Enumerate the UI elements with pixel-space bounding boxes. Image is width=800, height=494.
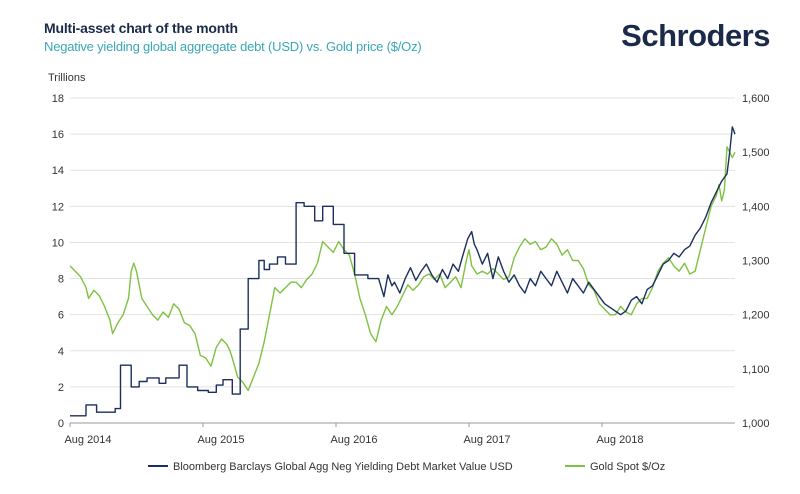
y-left-tick-label: 8 [58,274,64,286]
y-right-tick-label: 1,400 [742,201,770,213]
y-left-tick-label: 12 [52,201,64,213]
x-tick-label: Aug 2018 [596,434,643,446]
x-tick-label: Aug 2016 [330,434,377,446]
y-right-tick-label: 1,100 [742,364,770,376]
y-right-tick-label: 1,000 [742,418,770,430]
x-tick-label: Aug 2017 [463,434,510,446]
y-left-tick-label: 18 [52,93,64,105]
y-left-tick-label: 6 [58,310,64,322]
series-line-gold-spot [69,146,736,392]
y-left-axis-label: Trillions [48,72,86,84]
y-right-tick-label: 1,300 [742,256,770,268]
legend-gold-label: Gold Spot $/Oz [590,461,665,473]
legend: Bloomberg Barclays Global Agg Neg Yieldi… [148,461,665,473]
series-lines [69,126,736,417]
chart-title: Multi-asset chart of the month [44,20,238,36]
y-left-tick-label: 0 [58,418,64,430]
y-right-tick-label: 1,600 [742,93,770,105]
y-left-tick-label: 16 [52,129,64,141]
chart-subtitle: Negative yielding global aggregate debt … [44,39,422,54]
x-tick-label: Aug 2015 [197,434,244,446]
series-line-neg-yield-debt [70,126,736,417]
y-left-tick-label: 4 [58,346,64,358]
x-tick-label: Aug 2014 [64,434,111,446]
legend-debt-label: Bloomberg Barclays Global Agg Neg Yieldi… [173,461,513,473]
y-left-tick-label: 2 [58,382,64,394]
y-left-tick-label: 14 [52,165,64,177]
schroders-logo: Schroders [621,18,770,53]
axes: 0 2 4 6 8 10 12 14 16 18 Trillions 1,000 1,100 1,200 1… [48,72,770,446]
y-left-tick-label: 10 [52,237,64,249]
y-right-tick-label: 1,200 [742,310,770,322]
y-right-tick-label: 1,500 [742,147,770,159]
grid-lines [70,97,735,424]
